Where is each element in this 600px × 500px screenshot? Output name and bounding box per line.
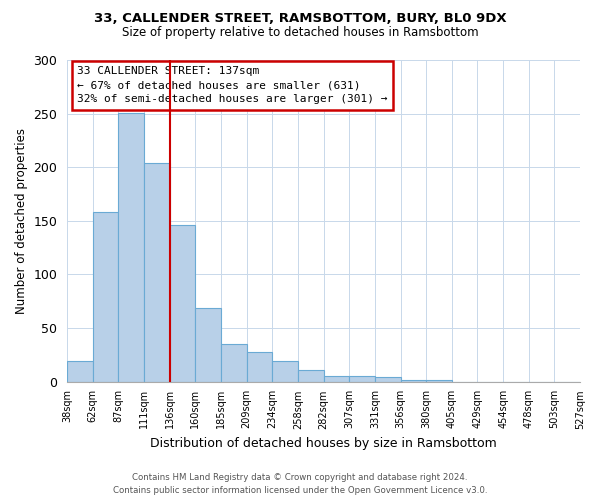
Bar [401,380,426,382]
Bar [272,361,298,382]
Bar [298,370,323,382]
Text: Contains HM Land Registry data © Crown copyright and database right 2024.
Contai: Contains HM Land Registry data © Crown c… [113,474,487,495]
Bar [221,344,247,382]
Y-axis label: Number of detached properties: Number of detached properties [15,128,28,314]
Bar [349,376,375,382]
Bar [144,163,170,382]
Bar [93,212,118,382]
Bar [323,376,349,382]
Bar [118,112,144,382]
Text: 33 CALLENDER STREET: 137sqm
← 67% of detached houses are smaller (631)
32% of se: 33 CALLENDER STREET: 137sqm ← 67% of det… [77,66,388,104]
Text: Size of property relative to detached houses in Ramsbottom: Size of property relative to detached ho… [122,26,478,39]
Bar [67,361,93,382]
Bar [196,308,221,382]
Bar [247,352,272,382]
Text: 33, CALLENDER STREET, RAMSBOTTOM, BURY, BL0 9DX: 33, CALLENDER STREET, RAMSBOTTOM, BURY, … [94,12,506,26]
Bar [426,380,452,382]
X-axis label: Distribution of detached houses by size in Ramsbottom: Distribution of detached houses by size … [150,437,497,450]
Bar [170,225,196,382]
Bar [375,377,401,382]
